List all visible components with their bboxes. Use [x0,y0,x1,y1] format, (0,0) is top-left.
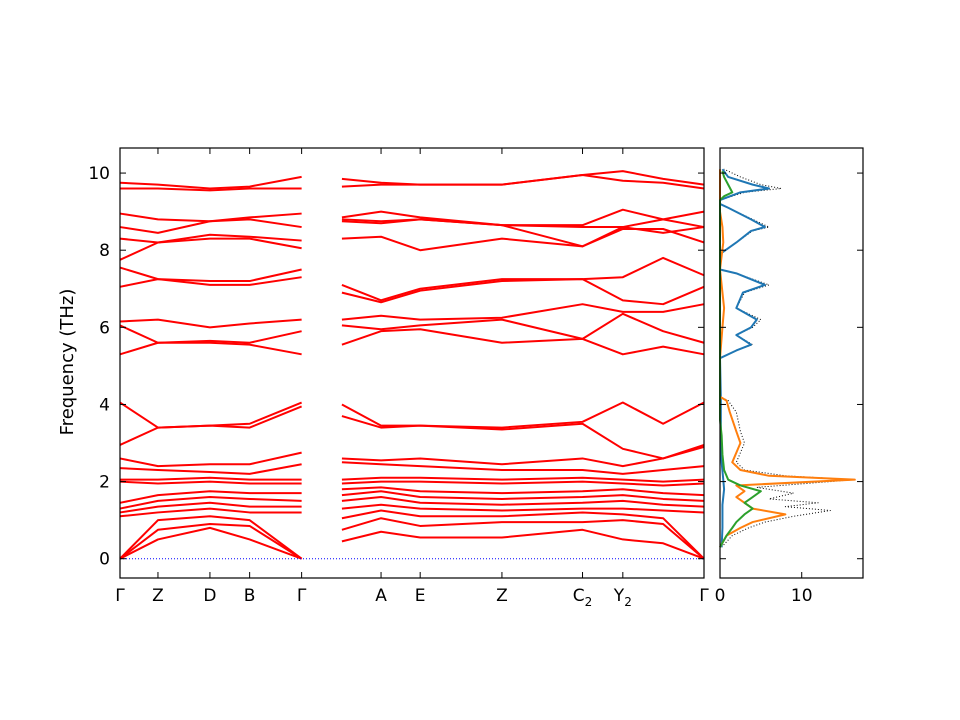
band-16-segment-2 [341,303,705,321]
band-22-segment-1 [119,212,302,223]
y-tick-label: 0 [99,550,110,570]
dos-plot-frame [719,147,864,579]
band-5-segment-1 [119,501,302,514]
band-plot-frame [119,147,705,579]
high-symmetry-label: Γ [699,586,709,606]
high-symmetry-label: C2 [573,586,593,609]
band-14-segment-2 [341,328,705,356]
band-10-segment-1 [119,463,302,475]
band-8-segment-1 [119,480,302,485]
high-symmetry-label: Γ [297,586,307,606]
dos-axes: 0 10 [715,147,864,606]
band-3-segment-1 [119,515,303,560]
band-1-segment-2 [341,528,705,560]
band-20-segment-2 [341,218,705,248]
y-axis-label: Frequency (THz) [57,289,78,436]
band-24-segment-1 [119,175,302,190]
dos-curve-4 [719,170,762,548]
band-10-segment-2 [341,461,705,475]
band-7-segment-2 [341,486,705,497]
band-11-segment-1 [119,451,302,468]
band-14-segment-1 [119,341,302,356]
band-19-segment-1 [119,237,302,261]
band-6-segment-1 [119,496,302,510]
band-19-segment-2 [341,227,705,252]
high-symmetry-label: Z [496,586,508,606]
y-tick-label: 10 [88,164,110,184]
dos-x-tick-label: 10 [791,586,813,606]
band-23-segment-1 [120,187,302,192]
band-17-segment-1 [119,276,302,288]
band-axes: 0 2 4 6 8 10 Γ Z D B Γ A E Z C2 Y2 Γ [88,147,709,609]
band-6-segment-2 [341,490,705,502]
band-9-segment-2 [341,476,705,483]
band-2-segment-2 [341,517,705,560]
band-16-segment-1 [119,318,302,329]
band-13-segment-1 [119,401,302,429]
band-8-segment-2 [341,480,705,487]
band-7-segment-1 [119,490,302,504]
high-symmetry-label: Γ [115,586,125,606]
band-3-segment-2 [341,509,705,560]
y-tick-label: 6 [99,318,110,338]
band-5-segment-2 [341,496,705,508]
band-22-segment-2 [341,208,705,227]
y-tick-label: 2 [99,473,110,493]
high-symmetry-label: B [244,586,256,606]
y-tick-label: 8 [99,241,110,261]
band-lines [119,170,705,560]
band-15-segment-2 [341,312,705,344]
band-structure-panel: 0 2 4 6 8 10 Γ Z D B Γ A E Z C2 Y2 Γ Frequency (THz) [57,147,709,609]
band-4-segment-2 [341,503,705,514]
high-symmetry-label: E [415,586,426,606]
band-18-segment-2 [341,256,705,302]
band-9-segment-1 [120,476,302,481]
band-2-segment-1 [119,523,303,560]
band-4-segment-1 [119,507,302,518]
band-15-segment-1 [119,324,302,344]
band-13-segment-2 [341,401,705,429]
high-symmetry-label: Z [152,586,164,606]
band-12-segment-2 [341,415,705,460]
high-symmetry-label: Y2 [613,586,632,609]
high-symmetry-label: A [375,586,387,606]
band-24-segment-2 [341,170,705,186]
band-20-segment-1 [119,233,302,244]
high-symmetry-label: D [203,586,216,606]
dos-panel: 0 10 [715,147,864,606]
band-11-segment-2 [341,445,705,468]
band-18-segment-1 [119,266,302,283]
dos-x-tick-label: 0 [715,586,726,606]
band-1-segment-1 [119,526,302,560]
y-tick-label: 4 [99,395,110,415]
